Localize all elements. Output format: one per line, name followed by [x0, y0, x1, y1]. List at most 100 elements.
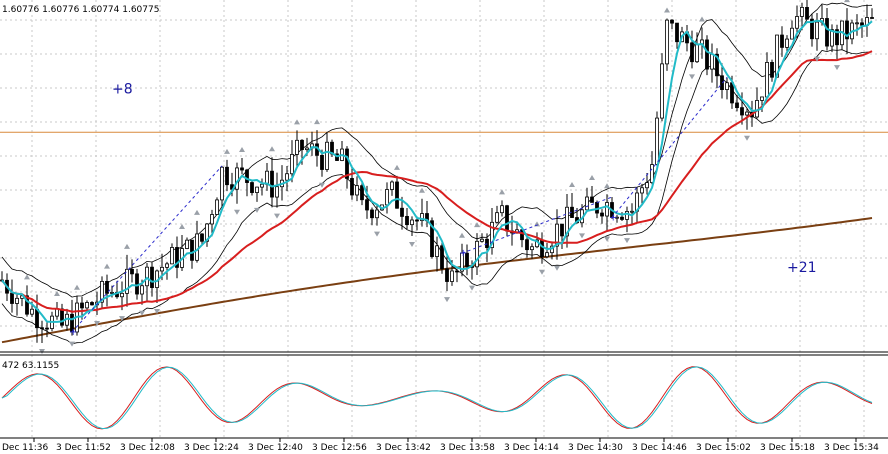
moving-averages: [1, 19, 873, 323]
trend-start-marker: +: [459, 248, 467, 259]
fractal-up-marker: [474, 222, 480, 228]
fractal-up-marker: [194, 209, 200, 215]
fractal-up-marker: [269, 146, 275, 152]
candle: [345, 146, 349, 189]
fractal-up-marker: [314, 119, 320, 125]
time-label: 3 Dec 15:02: [696, 443, 751, 453]
oscillator: [1, 366, 873, 430]
fractal-down-marker: [319, 182, 325, 188]
envelope-upper: [1, 2, 873, 298]
candle: [640, 183, 644, 206]
candle: [490, 207, 494, 255]
candle: [60, 303, 64, 328]
fractal-up-marker: [179, 224, 185, 230]
candle: [695, 32, 699, 64]
fractal-down-marker: [69, 341, 75, 347]
fractal-up-marker: [224, 148, 230, 154]
trend-start-marker: +: [69, 327, 77, 338]
candle: [670, 19, 674, 30]
candle: [150, 261, 154, 297]
candle: [55, 302, 59, 320]
candle: [430, 217, 434, 259]
fractal-markers: [24, 0, 850, 354]
candle: [805, 0, 809, 20]
fractal-down-marker: [234, 209, 240, 215]
candle: [170, 243, 174, 265]
fractal-down-marker: [139, 310, 145, 316]
oscillator-line-a: [1, 366, 873, 430]
candle: [240, 157, 244, 175]
candle: [265, 162, 269, 191]
candle: [285, 165, 289, 192]
fractal-down-marker: [604, 236, 610, 242]
candle: [125, 254, 129, 307]
candle: [770, 59, 774, 82]
oscillator-readout: 472 63.1155: [2, 361, 59, 371]
time-label: 3 Dec 12:56: [312, 443, 367, 453]
fractal-up-marker: [459, 232, 465, 238]
candle: [455, 268, 459, 283]
candle: [375, 203, 379, 226]
slow-ma-line: [1, 50, 873, 313]
fractal-up-marker: [499, 189, 505, 195]
fractal-down-marker: [834, 65, 840, 71]
fractal-up-marker: [294, 119, 300, 125]
candle: [870, 8, 874, 19]
candle: [275, 172, 279, 208]
candle: [360, 182, 364, 206]
candle: [615, 214, 619, 223]
candle: [755, 87, 759, 119]
candle: [175, 236, 179, 279]
time-label: 3 Dec 14:14: [504, 443, 559, 453]
candle: [220, 165, 224, 207]
candle: [210, 209, 214, 237]
candle: [675, 22, 679, 49]
time-axis-labels: Dec 11:36 3 Dec 11:52 3 Dec 12:08 3 Dec 12:…: [2, 438, 879, 453]
fractal-down-marker: [689, 74, 695, 80]
candle: [835, 24, 839, 60]
fractal-up-marker: [239, 146, 245, 152]
candle: [340, 141, 344, 162]
fractal-down-marker: [274, 213, 280, 219]
candle: [100, 276, 104, 309]
candle: [155, 269, 159, 303]
fractal-down-marker: [374, 231, 380, 237]
candle: [545, 243, 549, 259]
fractal-down-marker: [624, 238, 630, 244]
candle: [725, 77, 729, 100]
candle: [115, 280, 119, 299]
time-label: Dec 11:36: [2, 443, 48, 453]
fractal-down-marker: [579, 233, 585, 239]
candle: [145, 263, 149, 301]
ohlc-readout: 1.60776 1.60776 1.60774 1.60775: [2, 5, 159, 15]
candle: [370, 207, 374, 226]
candle: [660, 53, 664, 122]
candle: [395, 175, 399, 209]
candle: [45, 321, 49, 338]
candle: [260, 178, 264, 196]
candle: [715, 48, 719, 89]
fractal-up-marker: [394, 164, 400, 170]
candle: [290, 140, 294, 183]
candle: [195, 220, 199, 263]
candle: [90, 301, 94, 306]
candle: [560, 223, 564, 250]
fractal-down-marker: [539, 269, 545, 275]
candle: [760, 96, 764, 113]
candle: [255, 186, 259, 202]
time-label: 3 Dec 13:42: [376, 443, 431, 453]
fractal-down-marker: [39, 348, 45, 354]
trend-dotted-line: [461, 196, 613, 254]
fractal-up-marker: [604, 183, 610, 189]
candle: [445, 254, 449, 292]
candle: [225, 159, 229, 192]
time-label: 3 Dec 12:40: [248, 443, 303, 453]
candle: [605, 194, 609, 231]
candle: [645, 173, 649, 195]
fractal-up-marker: [844, 0, 850, 3]
fractal-up-marker: [534, 221, 540, 227]
oscillator-line-b: [1, 366, 873, 430]
candle: [385, 182, 389, 214]
candle: [190, 239, 194, 269]
candle: [295, 130, 299, 168]
